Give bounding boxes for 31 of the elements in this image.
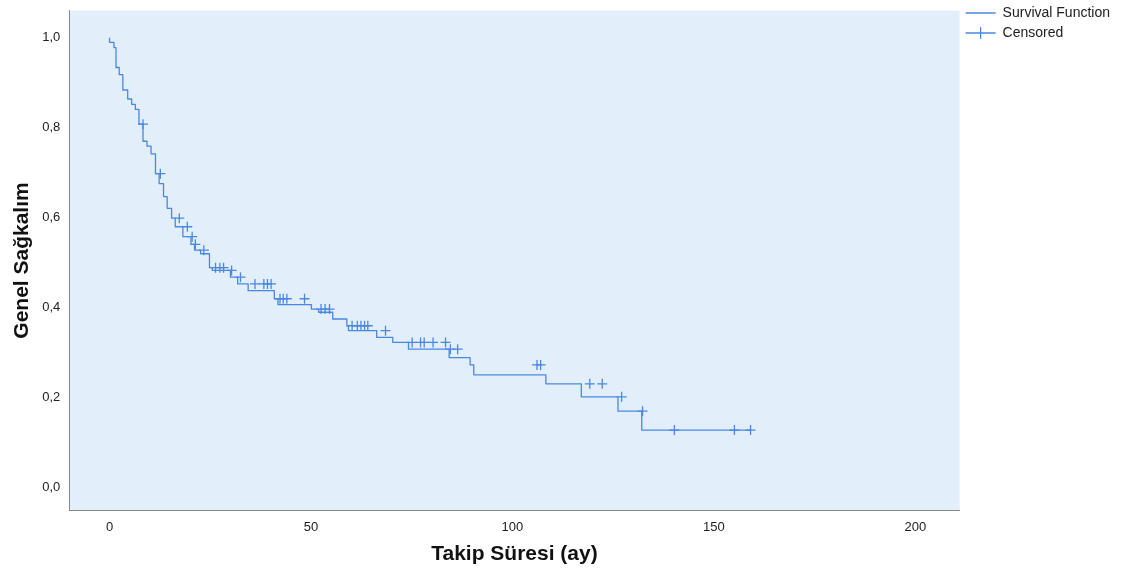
y-tick-label: 0,2 — [42, 389, 61, 405]
x-tick-label: 50 — [303, 518, 319, 534]
x-tick-label: 100 — [501, 518, 524, 534]
y-axis-title: Genel Sağkalım — [9, 182, 33, 339]
point — [596, 378, 608, 390]
x-axis-title: Takip Süresi (ay) — [431, 541, 598, 565]
legend-label: Censored — [1002, 23, 1064, 40]
point — [217, 262, 230, 274]
x-tick-label: 150 — [703, 518, 725, 534]
point — [427, 336, 439, 349]
point — [584, 378, 596, 390]
point — [298, 293, 311, 305]
point — [379, 325, 392, 337]
point — [173, 212, 185, 224]
point — [451, 343, 464, 355]
y-tick-label: 0,6 — [42, 209, 61, 225]
y-tick-label: 0,4 — [42, 299, 61, 315]
point — [249, 278, 261, 290]
y-tick-label: 0,8 — [42, 119, 61, 135]
point — [181, 221, 193, 233]
point — [281, 293, 293, 305]
point — [198, 244, 210, 256]
point — [418, 336, 430, 349]
point — [534, 359, 547, 371]
point — [265, 278, 277, 290]
y-tick-label: 1,0 — [42, 29, 61, 45]
x-tick-label: 0 — [105, 518, 114, 534]
point — [406, 336, 418, 349]
legend-label: Survival Function — [1002, 3, 1111, 20]
x-tick-label: 200 — [904, 518, 927, 534]
y-tick-label: 0,0 — [42, 479, 61, 495]
